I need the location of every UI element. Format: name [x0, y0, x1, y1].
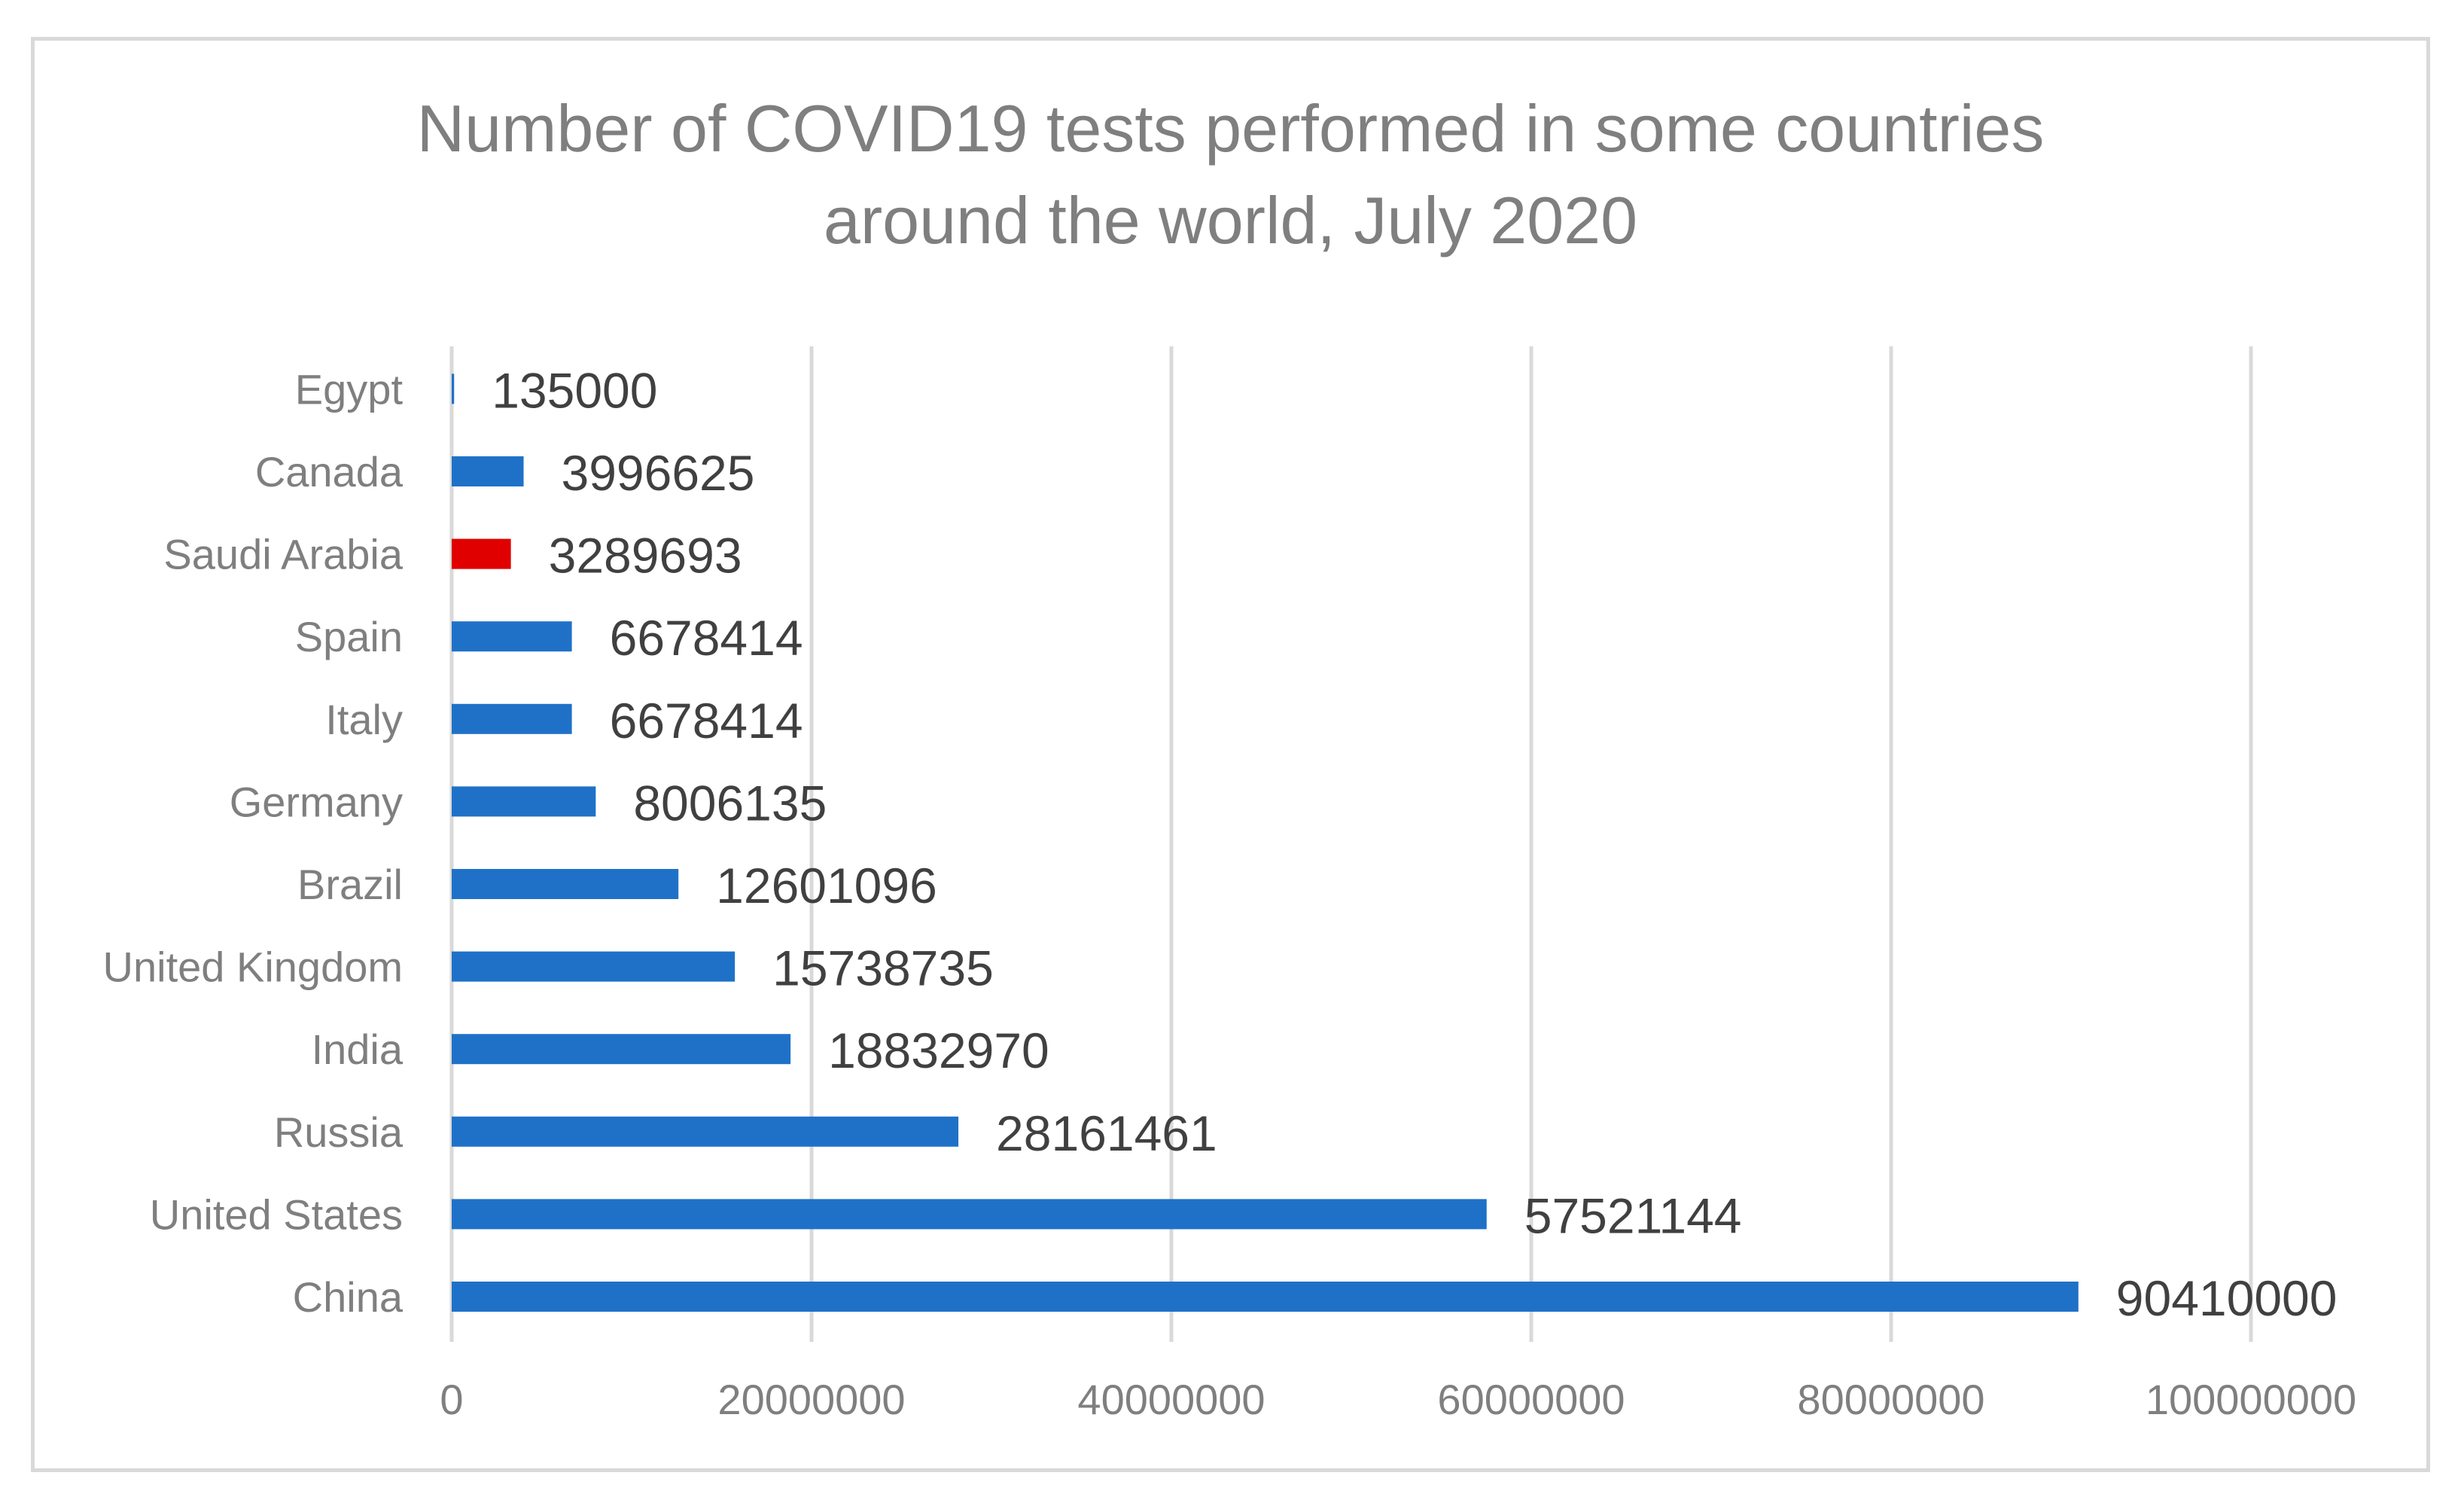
- data-label-united-states: 57521144: [1524, 1187, 1742, 1243]
- data-label-china: 90410000: [2116, 1270, 2338, 1326]
- x-tick-label-3: 60000000: [1437, 1376, 1625, 1423]
- category-label-saudi-arabia: Saudi Arabia: [163, 531, 403, 578]
- bar-italy: [452, 703, 572, 734]
- x-tick-label-1: 20000000: [717, 1376, 905, 1423]
- category-label-brazil: Brazil: [297, 861, 403, 908]
- data-label-saudi-arabia: 3289693: [549, 528, 742, 584]
- bar-germany: [452, 786, 596, 817]
- chart-title-line-2: around the world, July 2020: [823, 183, 1638, 258]
- bar-united-states: [452, 1199, 1487, 1230]
- data-label-spain: 6678414: [610, 610, 803, 666]
- category-label-china: China: [293, 1273, 404, 1321]
- category-label-russia: Russia: [274, 1108, 404, 1156]
- bar-united-kingdom: [452, 951, 736, 982]
- x-tick-label-4: 80000000: [1797, 1376, 1984, 1423]
- x-tick-label-2: 40000000: [1077, 1376, 1265, 1423]
- chart-title-line-1: Number of COVID19 tests performed in som…: [416, 91, 2045, 166]
- category-label-spain: Spain: [295, 613, 403, 660]
- category-label-canada: Canada: [255, 448, 404, 495]
- bar-brazil: [452, 869, 679, 899]
- bar-russia: [452, 1116, 959, 1147]
- bar-china: [452, 1282, 2079, 1312]
- category-label-egypt: Egypt: [295, 365, 404, 413]
- chart-frame: [31, 37, 2430, 1472]
- bar-india: [452, 1034, 791, 1065]
- data-label-russia: 28161461: [996, 1105, 1217, 1161]
- category-label-germany: Germany: [230, 778, 403, 825]
- bar-saudi-arabia: [452, 538, 511, 569]
- x-tick-label-5: 100000000: [2146, 1376, 2356, 1423]
- data-label-italy: 6678414: [610, 693, 803, 748]
- bar-spain: [452, 621, 572, 652]
- data-label-brazil: 12601096: [716, 858, 937, 913]
- chart-title: Number of COVID19 tests performed in som…: [31, 83, 2430, 267]
- x-tick-label-0: 0: [440, 1376, 463, 1423]
- category-label-united-kingdom: United Kingdom: [103, 944, 403, 991]
- bar-egypt: [452, 373, 455, 404]
- bar-canada: [452, 456, 524, 486]
- data-label-egypt: 135000: [492, 362, 657, 418]
- category-label-india: India: [312, 1026, 404, 1073]
- data-label-germany: 8006135: [633, 775, 827, 831]
- category-label-united-states: United States: [150, 1190, 403, 1238]
- data-label-canada: 3996625: [562, 445, 755, 501]
- data-label-united-kingdom: 15738735: [772, 940, 994, 996]
- data-label-india: 18832970: [828, 1023, 1049, 1078]
- category-label-italy: Italy: [325, 696, 403, 743]
